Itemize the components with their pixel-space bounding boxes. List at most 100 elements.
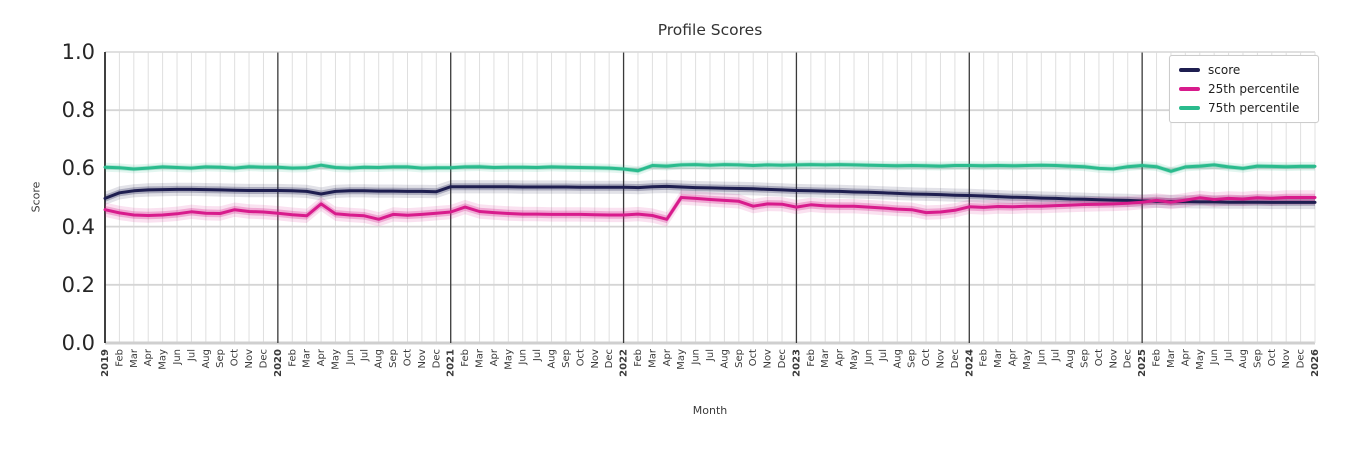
score-line-swatch <box>1179 68 1200 72</box>
x-tick-label: May <box>1195 349 1206 370</box>
legend-label-75th-percentile: 75th percentile <box>1208 101 1300 115</box>
x-tick-label: Apr <box>662 348 673 366</box>
x-tick-label: Jul <box>532 349 543 362</box>
x-tick-label: Feb <box>633 349 644 367</box>
p75-line-swatch <box>1179 106 1200 110</box>
x-tick-label: Nov <box>763 349 774 369</box>
x-tick-label: Dec <box>1296 349 1307 368</box>
x-tick-label: Mar <box>475 348 486 368</box>
x-tick-label: Sep <box>1252 349 1263 368</box>
legend-item-25th-percentile: 25th percentile <box>1179 82 1309 96</box>
x-tick-label: Nov <box>590 349 601 369</box>
x-tick-label: Jul <box>359 349 370 362</box>
x-tick-label: May <box>330 349 341 370</box>
x-tick-label: Nov <box>417 349 428 369</box>
x-tick-label: May <box>158 349 169 370</box>
x-tick-label: Feb <box>460 349 471 367</box>
y-tick-label: 1.0 <box>61 40 95 64</box>
x-tick-label: Aug <box>892 349 903 369</box>
x-tick-label: 2023 <box>791 349 802 377</box>
x-tick-label: Oct <box>230 349 241 366</box>
x-tick-label: 2022 <box>619 349 630 377</box>
x-tick-label: Mar <box>302 348 313 368</box>
y-tick-label: 0.6 <box>61 156 95 181</box>
x-tick-label: Apr <box>316 348 327 366</box>
x-tick-label: Dec <box>431 349 442 368</box>
legend: score 25th percentile 75th percentile <box>1169 55 1319 123</box>
x-tick-label: Jun <box>172 349 183 366</box>
x-tick-label: Jul <box>705 349 716 362</box>
x-tick-label: May <box>1022 349 1033 370</box>
chart-title: Profile Scores <box>657 21 763 39</box>
x-tick-label: Oct <box>575 349 586 366</box>
x-tick-label: Jun <box>1209 349 1220 366</box>
x-tick-label: Apr <box>489 348 500 366</box>
x-tick-label: Oct <box>403 349 414 366</box>
x-tick-label: 2026 <box>1310 349 1321 377</box>
x-tick-label: Sep <box>388 349 399 368</box>
x-tick-label: Jul <box>1224 349 1235 362</box>
x-tick-label: Aug <box>547 349 558 369</box>
y-tick-label: 0.0 <box>61 331 95 355</box>
x-tick-label: Dec <box>604 349 615 368</box>
x-tick-label: Sep <box>734 349 745 368</box>
x-tick-label: Jun <box>518 349 529 366</box>
x-tick-label: Jun <box>345 349 356 366</box>
x-tick-label: Oct <box>1094 349 1105 366</box>
x-tick-label: Aug <box>201 349 212 369</box>
legend-item-75th-percentile: 75th percentile <box>1179 101 1309 115</box>
x-tick-label: May <box>676 349 687 370</box>
x-tick-label: Dec <box>1123 349 1134 368</box>
legend-label-25th-percentile: 25th percentile <box>1208 82 1300 96</box>
x-tick-label: Mar <box>647 348 658 368</box>
x-tick-label: Sep <box>215 349 226 368</box>
x-tick-label: May <box>503 349 514 370</box>
x-tick-label: Jul <box>186 349 197 362</box>
y-tick-label: 0.4 <box>61 214 95 239</box>
x-tick-label: Dec <box>950 349 961 368</box>
x-tick-label: Aug <box>1238 349 1249 369</box>
x-tick-label: Feb <box>979 349 990 367</box>
x-tick-label: Oct <box>1267 349 1278 366</box>
x-tick-label: Feb <box>1152 349 1163 367</box>
x-tick-label: Mar <box>993 348 1004 368</box>
x-tick-label: Mar <box>129 348 140 368</box>
x-tick-label: Sep <box>1080 349 1091 368</box>
x-tick-label: Oct <box>748 349 759 366</box>
x-tick-label: Nov <box>935 349 946 369</box>
x-tick-label: Aug <box>374 349 385 369</box>
x-tick-label: 2024 <box>964 349 975 377</box>
x-tick-label: Mar <box>1166 348 1177 368</box>
x-tick-label: Nov <box>1281 349 1292 369</box>
legend-item-score: score <box>1179 63 1309 77</box>
x-tick-label: Nov <box>244 349 255 369</box>
x-tick-label: Mar <box>820 348 831 368</box>
x-tick-label: Feb <box>806 349 817 367</box>
x-tick-label: Sep <box>907 349 918 368</box>
x-tick-label: 2025 <box>1137 349 1148 377</box>
x-axis-label: Month <box>692 404 728 417</box>
x-tick-label: Feb <box>114 349 125 367</box>
p25-line-swatch <box>1179 87 1200 91</box>
x-tick-label: Aug <box>1065 349 1076 369</box>
x-tick-label: Dec <box>777 349 788 368</box>
x-tick-label: 2021 <box>446 349 457 377</box>
x-tick-label: Sep <box>561 349 572 368</box>
y-tick-label: 0.2 <box>61 272 95 297</box>
x-tick-label: Jun <box>691 349 702 366</box>
x-tick-label: Aug <box>719 349 730 369</box>
x-tick-label: Oct <box>921 349 932 366</box>
x-tick-label: Jun <box>863 349 874 366</box>
x-tick-label: Apr <box>1180 348 1191 366</box>
x-tick-label: 2019 <box>100 349 111 377</box>
x-tick-label: Feb <box>287 349 298 367</box>
x-tick-label: Dec <box>258 349 269 368</box>
x-tick-label: Apr <box>835 348 846 366</box>
x-tick-label: Nov <box>1108 349 1119 369</box>
x-tick-label: Apr <box>1008 348 1019 366</box>
y-tick-label: 0.8 <box>61 98 95 123</box>
x-tick-label: Jun <box>1036 349 1047 366</box>
x-tick-label: 2020 <box>273 349 284 377</box>
